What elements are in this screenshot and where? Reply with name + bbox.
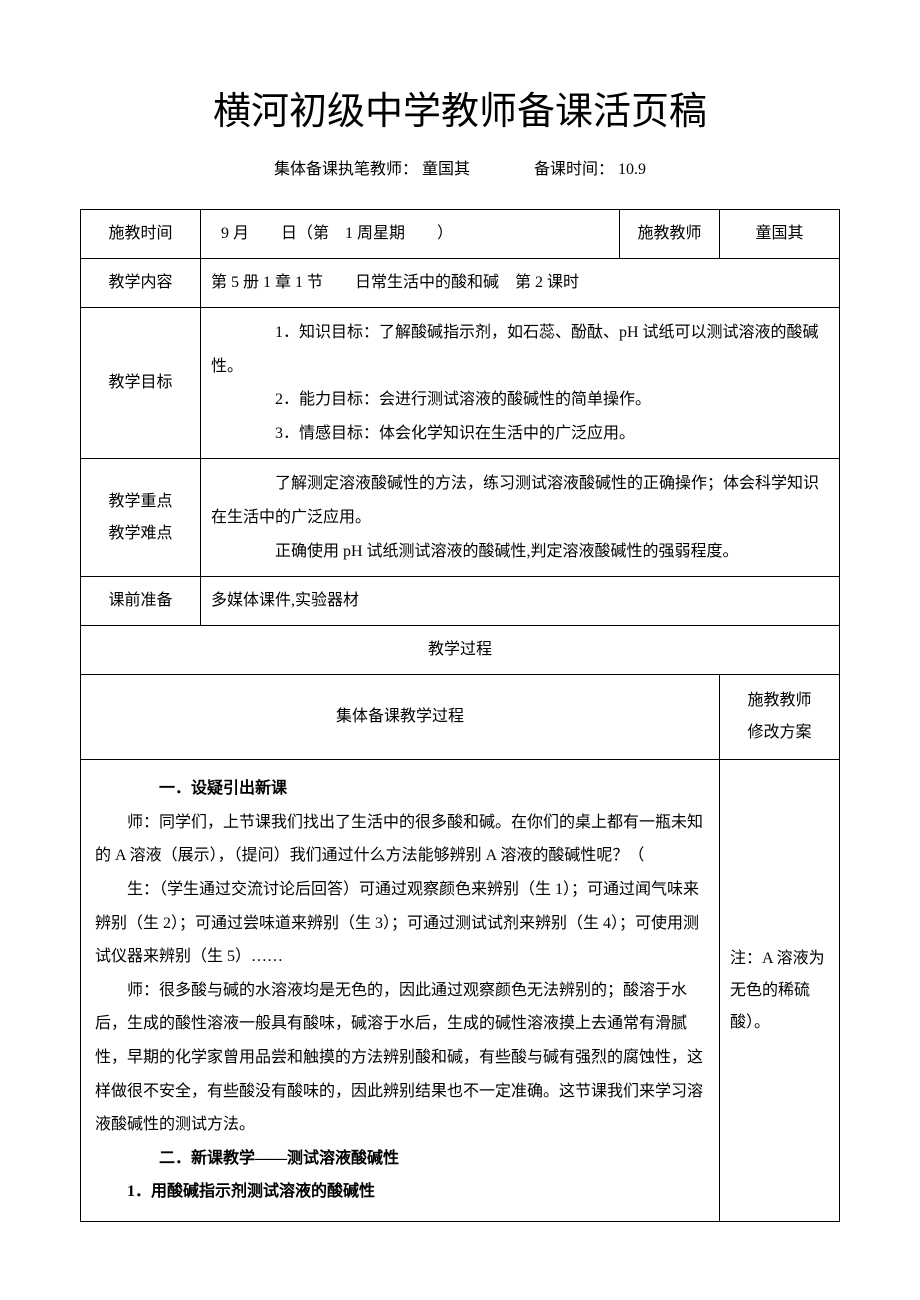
body-content-cell: 一．设疑引出新课 师：同学们，上节课我们找出了生活中的很多酸和碱。在你们的桌上都… (81, 760, 720, 1222)
teacher-mod-header-cell: 施教教师 修改方案 (720, 675, 840, 760)
body-paragraph-2: 生：（学生通过交流讨论后回答）可通过观察颜色来辨别（生 1）；可通过闻气味来辨别… (95, 873, 705, 974)
body-paragraph-1: 师：同学们，上节课我们找出了生活中的很多酸和碱。在你们的桌上都有一瓶未知的 A … (95, 806, 705, 873)
lead-teacher-segment: 集体备课执笔教师： 童国其 (274, 155, 470, 179)
prep-time-label: 备课时间： (534, 161, 614, 178)
prep-label-cell: 课前准备 (81, 577, 201, 626)
goal-line-3: 3．情感目标：体会化学知识在生活中的广泛应用。 (211, 417, 829, 451)
lead-teacher-value: 童国其 (422, 161, 470, 178)
prep-time-segment: 备课时间： 10.9 (534, 155, 646, 179)
content-value-cell: 第 5 册 1 章 1 节 日常生活中的酸和碱 第 2 课时 (201, 259, 840, 308)
sub-heading-line: 集体备课执笔教师： 童国其 备课时间： 10.9 (80, 155, 840, 179)
lead-teacher-label: 集体备课执笔教师： (274, 161, 418, 178)
prep-time-value: 10.9 (618, 161, 646, 178)
focus-line-2: 正确使用 pH 试纸测试溶液的酸碱性,判定溶液酸碱性的强弱程度。 (211, 535, 829, 569)
process-header-cell: 教学过程 (81, 626, 840, 675)
focus-label-1: 教学重点 (91, 486, 190, 518)
focus-label-cell: 教学重点 教学难点 (81, 459, 201, 577)
row-teach-time: 施教时间 9 月 日（第 1 周星期 ） 施教教师 童国其 (81, 210, 840, 259)
goal-value-cell: 1．知识目标：了解酸碱指示剂，如石蕊、酚酞、pH 试纸可以测试溶液的酸碱性。 2… (201, 308, 840, 459)
row-content: 教学内容 第 5 册 1 章 1 节 日常生活中的酸和碱 第 2 课时 (81, 259, 840, 308)
row-prep: 课前准备 多媒体课件,实验器材 (81, 577, 840, 626)
row-body: 一．设疑引出新课 师：同学们，上节课我们找出了生活中的很多酸和碱。在你们的桌上都… (81, 760, 840, 1222)
section-1-title: 一．设疑引出新课 (95, 772, 705, 806)
row-collective-header: 集体备课教学过程 施教教师 修改方案 (81, 675, 840, 760)
section-2-sub: 1．用酸碱指示剂测试溶液的酸碱性 (95, 1175, 705, 1209)
focus-label-2: 教学难点 (91, 518, 190, 550)
content-label-cell: 教学内容 (81, 259, 201, 308)
teacher-label-cell: 施教教师 (620, 210, 720, 259)
focus-value-cell: 了解测定溶液酸碱性的方法，练习测试溶液酸碱性的正确操作；体会科学知识在生活中的广… (201, 459, 840, 577)
collective-header-cell: 集体备课教学过程 (81, 675, 720, 760)
row-goals: 教学目标 1．知识目标：了解酸碱指示剂，如石蕊、酚酞、pH 试纸可以测试溶液的酸… (81, 308, 840, 459)
teacher-value-cell: 童国其 (720, 210, 840, 259)
teacher-mod-header-2: 修改方案 (730, 717, 829, 749)
focus-line-1: 了解测定溶液酸碱性的方法，练习测试溶液酸碱性的正确操作；体会科学知识在生活中的广… (211, 467, 829, 534)
note-text: 注：A 溶液为无色的稀硫酸）。 (730, 943, 829, 1039)
prep-value-cell: 多媒体课件,实验器材 (201, 577, 840, 626)
goal-label-cell: 教学目标 (81, 308, 201, 459)
teach-time-label-cell: 施教时间 (81, 210, 201, 259)
row-focus: 教学重点 教学难点 了解测定溶液酸碱性的方法，练习测试溶液酸碱性的正确操作；体会… (81, 459, 840, 577)
row-process-header: 教学过程 (81, 626, 840, 675)
teacher-mod-header-1: 施教教师 (730, 685, 829, 717)
note-cell: 注：A 溶液为无色的稀硫酸）。 (720, 760, 840, 1222)
section-2-title: 二．新课教学——测试溶液酸碱性 (95, 1142, 705, 1176)
page-title: 横河初级中学教师备课活页稿 (80, 80, 840, 135)
goal-line-1: 1．知识目标：了解酸碱指示剂，如石蕊、酚酞、pH 试纸可以测试溶液的酸碱性。 (211, 316, 829, 383)
lesson-plan-table: 施教时间 9 月 日（第 1 周星期 ） 施教教师 童国其 教学内容 第 5 册… (80, 209, 840, 1222)
goal-line-2: 2．能力目标：会进行测试溶液的酸碱性的简单操作。 (211, 383, 829, 417)
body-paragraph-3: 师：很多酸与碱的水溶液均是无色的，因此通过观察颜色无法辨别的；酸溶于水后，生成的… (95, 974, 705, 1142)
teach-time-value-cell: 9 月 日（第 1 周星期 ） (201, 210, 620, 259)
